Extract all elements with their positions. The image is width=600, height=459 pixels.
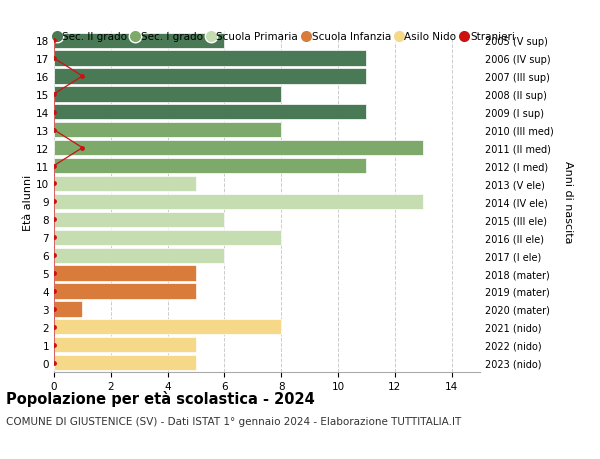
Bar [54, 355, 196, 370]
Bar [54, 302, 82, 317]
Bar [54, 87, 281, 102]
Bar [54, 105, 367, 120]
Text: Popolazione per età scolastica - 2024: Popolazione per età scolastica - 2024 [6, 390, 315, 406]
Bar [54, 34, 224, 49]
Bar [54, 266, 196, 281]
Bar [54, 159, 367, 174]
Bar [54, 123, 281, 138]
Bar [54, 194, 423, 210]
Bar [54, 69, 367, 84]
Bar [54, 284, 196, 299]
Bar [54, 176, 196, 192]
Legend: Sec. II grado, Sec. I grado, Scuola Primaria, Scuola Infanzia, Asilo Nido, Stran: Sec. II grado, Sec. I grado, Scuola Prim… [54, 32, 515, 42]
Bar [54, 141, 423, 156]
Y-axis label: Anni di nascita: Anni di nascita [563, 161, 573, 243]
Bar [54, 230, 281, 245]
Y-axis label: Età alunni: Età alunni [23, 174, 33, 230]
Bar [54, 337, 196, 353]
Bar [54, 212, 224, 227]
Bar [54, 51, 367, 67]
Text: COMUNE DI GIUSTENICE (SV) - Dati ISTAT 1° gennaio 2024 - Elaborazione TUTTITALIA: COMUNE DI GIUSTENICE (SV) - Dati ISTAT 1… [6, 416, 461, 426]
Bar [54, 248, 224, 263]
Bar [54, 319, 281, 335]
